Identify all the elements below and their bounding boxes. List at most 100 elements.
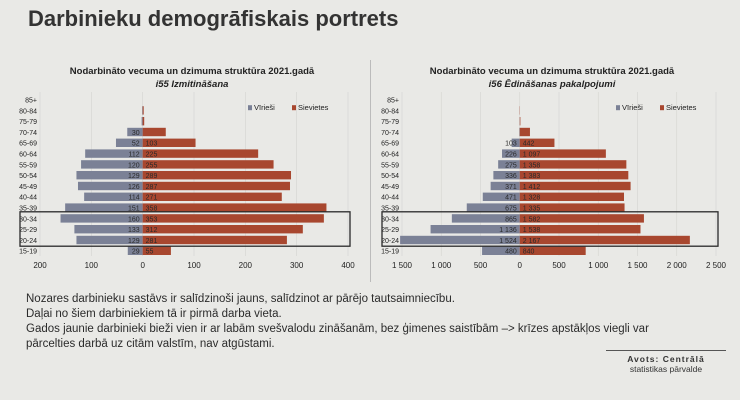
data-label-men: 160 [128, 216, 140, 223]
data-label-women: 1 335 [523, 206, 541, 213]
data-label-women: 442 [523, 141, 535, 148]
x-tick-label: 500 [552, 261, 566, 270]
chart-title: Nodarbināto vecuma un dzimuma struktūra … [429, 66, 675, 77]
data-label-women: 1 412 [523, 184, 541, 191]
bar-men [502, 149, 520, 158]
age-label: 15-19 [19, 249, 37, 256]
bar-men [127, 127, 143, 137]
bar-men [141, 117, 143, 126]
bar-women [142, 203, 327, 212]
legend-swatch-men [616, 105, 620, 111]
legend-label-women: Sievietes [298, 103, 329, 112]
bar-men [115, 138, 143, 147]
data-label-men: 126 [128, 184, 140, 191]
bar-men [142, 106, 143, 115]
data-label-women: 281 [146, 238, 158, 245]
age-label: 70-74 [381, 130, 399, 137]
data-label-men: 52 [132, 141, 140, 148]
data-label-men: 865 [505, 216, 517, 223]
age-label: 15-19 [381, 249, 399, 256]
bar-men [498, 160, 520, 169]
age-label: 75-79 [19, 119, 37, 126]
bar-women [519, 246, 586, 255]
data-label-men: 471 [505, 195, 517, 202]
age-label: 25-29 [19, 227, 37, 234]
age-label: 25-29 [381, 227, 399, 234]
bar-men [76, 235, 143, 245]
notes-text: Nozares darbinieku sastāvs ir salīdzinoš… [26, 292, 686, 352]
legend-label-men: Vīrieši [254, 103, 275, 112]
bar-men [400, 235, 520, 245]
bar-men [65, 203, 143, 212]
data-label-men: 480 [505, 249, 517, 256]
data-label-men: 226 [505, 152, 517, 159]
data-label-men: 133 [128, 227, 140, 234]
bar-women [519, 192, 624, 201]
chart-subtitle: i56 Ēdināšanas pakalpojumi [488, 79, 616, 90]
x-tick-label: 1 000 [431, 261, 452, 270]
legend-swatch-men [248, 105, 252, 111]
bar-men [74, 225, 143, 234]
age-label: 45-49 [381, 184, 399, 191]
bar-women [142, 149, 259, 158]
source-head: Avots: Centrālā [627, 354, 705, 364]
data-label-women: 55 [146, 249, 154, 256]
data-label-men: 151 [128, 206, 140, 213]
bar-men [85, 149, 143, 158]
data-label-women: 255 [146, 162, 158, 169]
bar-men [60, 214, 143, 223]
data-label-women: 353 [146, 216, 158, 223]
bar-women [519, 138, 555, 147]
bar-women [519, 225, 641, 234]
age-label: 85+ [25, 98, 37, 105]
x-tick-label: 2 000 [667, 261, 688, 270]
x-tick-label: 400 [341, 261, 355, 270]
data-label-men: 29 [132, 249, 140, 256]
bar-men [466, 203, 520, 212]
data-label-men: 129 [128, 173, 140, 180]
x-tick-label: 1 000 [588, 261, 609, 270]
data-label-women: 840 [523, 249, 535, 256]
age-label: 75-79 [381, 119, 399, 126]
bar-women [519, 203, 625, 212]
bar-women [142, 235, 287, 245]
age-label: 80-84 [381, 108, 399, 115]
bar-women [142, 214, 324, 223]
data-label-women: 2 167 [523, 238, 541, 245]
data-label-men: 675 [505, 206, 517, 213]
bar-women [519, 127, 530, 137]
data-label-men: 336 [505, 173, 517, 180]
age-label: 30-34 [381, 216, 399, 223]
highlight-box [381, 211, 719, 247]
data-label-men: 1 136 [499, 227, 517, 234]
data-label-women: 287 [146, 184, 158, 191]
bar-women [142, 160, 274, 169]
bar-men [490, 181, 520, 191]
bar-women [519, 235, 690, 245]
age-label: 80-84 [19, 108, 37, 115]
x-tick-label: 300 [290, 261, 304, 270]
bar-women [519, 181, 631, 191]
bar-women [142, 192, 282, 201]
legend-swatch-women [660, 105, 664, 111]
bar-men [511, 138, 520, 147]
legend-label-women: Sievietes [666, 103, 697, 112]
bar-women [519, 117, 521, 126]
chart-title: Nodarbināto vecuma un dzimuma struktūra … [69, 66, 315, 77]
bar-women [142, 181, 290, 191]
age-label: 35-39 [19, 206, 37, 213]
data-label-women: 225 [146, 152, 158, 159]
x-tick-label: 100 [85, 261, 99, 270]
pyramid-plot: 1 500 1 000 500 0 500 1 000 1 500 2 000 2 500 85+… [381, 92, 727, 270]
age-label: 65-69 [19, 141, 37, 148]
data-label-women: 1 358 [523, 162, 541, 169]
bar-men [81, 160, 143, 169]
age-label: 60-64 [19, 152, 37, 159]
age-label: 85+ [387, 98, 399, 105]
note-line: Nozares darbinieku sastāvs ir salīdzinoš… [26, 293, 455, 305]
bar-women [142, 171, 292, 180]
data-label-women: 271 [146, 195, 158, 202]
data-label-men: 1 524 [499, 238, 517, 245]
bar-men [482, 192, 520, 201]
note-line: Daļai no šiem darbiniekiem tā ir pirmā d… [26, 308, 282, 320]
